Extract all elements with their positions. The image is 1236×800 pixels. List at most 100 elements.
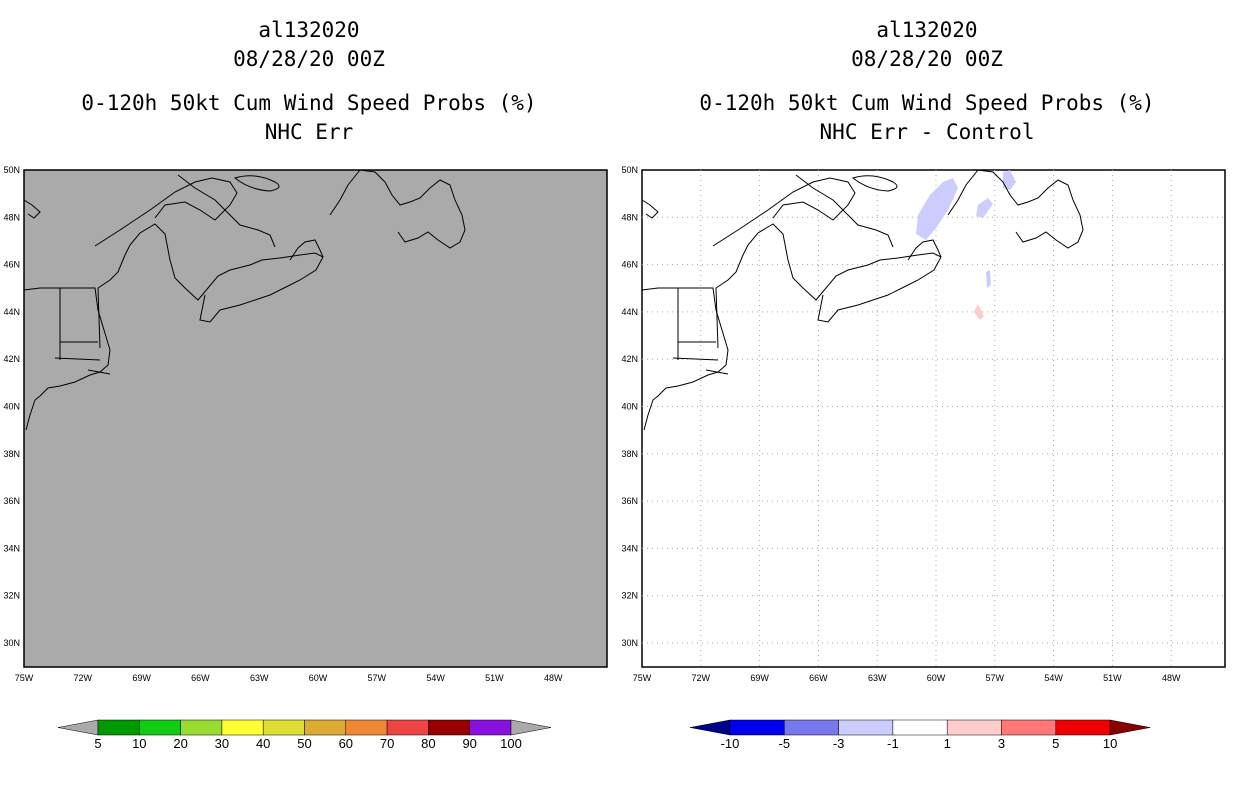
colorbar-label: 10 bbox=[132, 736, 146, 751]
lat-label: 42N bbox=[3, 354, 20, 364]
lat-label: 34N bbox=[621, 543, 638, 553]
left-product: 0-120h 50kt Cum Wind Speed Probs (%) bbox=[81, 91, 537, 115]
colorbar-label: 20 bbox=[173, 736, 187, 751]
colorbar-box bbox=[139, 719, 181, 736]
blue-region-2 bbox=[1003, 170, 1016, 190]
colorbar-label: 30 bbox=[215, 736, 229, 751]
colorbar-label: 70 bbox=[380, 736, 394, 751]
lon-label: 57W bbox=[986, 673, 1005, 683]
blue-region-3 bbox=[976, 198, 993, 218]
colorbar-label: 40 bbox=[256, 736, 270, 751]
lat-label: 50N bbox=[3, 165, 20, 175]
left-map-frame bbox=[23, 169, 608, 668]
lon-label: 72W bbox=[74, 673, 93, 683]
lat-label: 38N bbox=[3, 449, 20, 459]
lon-label: 75W bbox=[633, 673, 652, 683]
lat-label: 42N bbox=[621, 354, 638, 364]
left-lat-labels: 50N 48N 46N 44N 42N 40N 38N 36N 34N 32N 30N bbox=[3, 165, 20, 648]
lon-label: 69W bbox=[132, 673, 151, 683]
right-prob-shading bbox=[916, 170, 1016, 320]
lat-label: 38N bbox=[621, 449, 638, 459]
colorbar-box bbox=[469, 719, 512, 736]
right-map: 50N 48N 46N 44N 42N 40N 38N 36N 34N 32N 30N 75W 72W… bbox=[621, 165, 1226, 683]
lat-label: 32N bbox=[621, 591, 638, 601]
colorbar-box bbox=[345, 719, 388, 736]
colorbar-box bbox=[838, 719, 894, 736]
colorbar-box bbox=[1055, 719, 1111, 736]
right-lat-labels: 50N 48N 46N 44N 42N 40N 38N 36N 34N 32N 30N bbox=[621, 165, 638, 648]
lat-label: 48N bbox=[3, 212, 20, 222]
colorbar-label: 1 bbox=[944, 736, 951, 751]
colorbar-box bbox=[892, 719, 948, 736]
colorbar-box bbox=[386, 719, 429, 736]
lon-label: 57W bbox=[368, 673, 387, 683]
colorbar-box bbox=[97, 719, 140, 736]
right-subtitle: NHC Err - Control bbox=[819, 120, 1035, 144]
colorbar-box bbox=[946, 719, 1002, 736]
colorbar-under-arrow bbox=[57, 719, 99, 736]
right-lon-labels: 75W 72W 69W 66W 63W 60W 57W 54W 51W 48W bbox=[633, 673, 1181, 683]
colorbar-label: 3 bbox=[998, 736, 1005, 751]
colorbar-over-arrow bbox=[1109, 719, 1151, 736]
right-date: 08/28/20 00Z bbox=[851, 47, 1003, 71]
lat-label: 32N bbox=[3, 591, 20, 601]
red-region-1 bbox=[974, 304, 984, 320]
colorbar-label: 60 bbox=[339, 736, 353, 751]
lon-label: 60W bbox=[309, 673, 328, 683]
lat-label: 46N bbox=[621, 260, 638, 270]
colorbar-label: 5 bbox=[94, 736, 101, 751]
left-colorbar: 5 10 20 30 40 50 60 70 80 90 100 bbox=[57, 719, 552, 751]
lon-label: 72W bbox=[692, 673, 711, 683]
colorbar-label: -3 bbox=[833, 736, 845, 751]
colorbar-under-arrow bbox=[689, 719, 731, 736]
lon-label: 66W bbox=[809, 673, 828, 683]
colorbar-label: 10 bbox=[1103, 736, 1117, 751]
lon-label: 48W bbox=[1162, 673, 1181, 683]
lat-label: 44N bbox=[3, 307, 20, 317]
colorbar-box bbox=[729, 719, 785, 736]
left-lon-labels: 75W 72W 69W 66W 63W 60W 57W 54W 51W 48W bbox=[15, 673, 563, 683]
lat-label: 36N bbox=[621, 496, 638, 506]
lon-label: 66W bbox=[191, 673, 210, 683]
right-grid bbox=[642, 170, 1225, 667]
lon-label: 69W bbox=[750, 673, 769, 683]
lon-label: 63W bbox=[868, 673, 887, 683]
lat-label: 34N bbox=[3, 543, 20, 553]
right-colorbar: -10 -5 -3 -1 1 3 5 10 bbox=[689, 719, 1151, 751]
lon-label: 60W bbox=[927, 673, 946, 683]
lat-label: 48N bbox=[621, 212, 638, 222]
lat-label: 46N bbox=[3, 260, 20, 270]
lon-label: 51W bbox=[1103, 673, 1122, 683]
right-map-frame bbox=[641, 169, 1226, 668]
colorbar-box bbox=[784, 719, 839, 736]
left-storm-id: al132020 bbox=[258, 18, 360, 42]
colorbar-label: 50 bbox=[297, 736, 311, 751]
colorbar-over-arrow bbox=[510, 719, 552, 736]
left-date: 08/28/20 00Z bbox=[233, 47, 385, 71]
colorbar-box bbox=[262, 719, 305, 736]
colorbar-label: 5 bbox=[1052, 736, 1059, 751]
colorbar-box bbox=[428, 719, 470, 736]
lat-label: 30N bbox=[621, 638, 638, 648]
right-storm-id: al132020 bbox=[876, 18, 978, 42]
lat-label: 40N bbox=[621, 402, 638, 412]
colorbar-label: -5 bbox=[779, 736, 791, 751]
left-title: al132020 08/28/20 00Z 0-120h 50kt Cum Wi… bbox=[29, 16, 589, 147]
right-product: 0-120h 50kt Cum Wind Speed Probs (%) bbox=[699, 91, 1155, 115]
lon-label: 54W bbox=[1044, 673, 1063, 683]
lat-label: 30N bbox=[3, 638, 20, 648]
colorbar-label: 80 bbox=[421, 736, 435, 751]
colorbar-label: -10 bbox=[721, 736, 740, 751]
colorbar-box bbox=[180, 719, 223, 736]
colorbar-box bbox=[1001, 719, 1057, 736]
colorbar-label: -1 bbox=[887, 736, 899, 751]
lon-label: 63W bbox=[250, 673, 269, 683]
lat-label: 50N bbox=[621, 165, 638, 175]
left-coastlines bbox=[23, 169, 466, 431]
blue-region-1 bbox=[916, 178, 958, 240]
colorbar-box bbox=[304, 719, 347, 736]
colorbar-label: 100 bbox=[500, 736, 522, 751]
lon-label: 48W bbox=[544, 673, 563, 683]
right-coastlines bbox=[641, 169, 1084, 431]
left-map: 50N 48N 46N 44N 42N 40N 38N 36N 34N 32N 30N 75W 72W… bbox=[3, 165, 608, 683]
